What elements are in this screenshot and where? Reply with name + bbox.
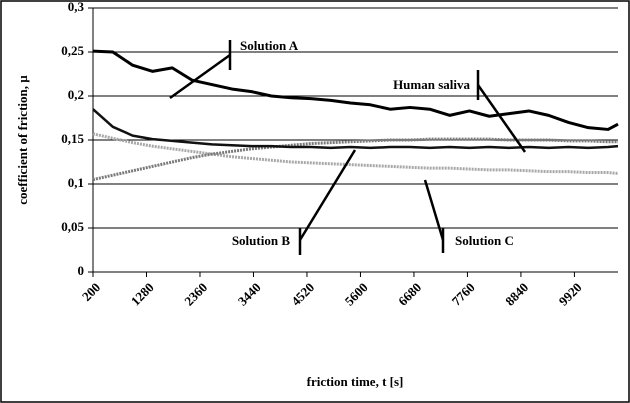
annotation: Solution C xyxy=(455,233,514,248)
y-axis-label: coefficient of friction, µ xyxy=(15,75,30,205)
y-tick-label: 0 xyxy=(78,263,85,278)
y-tick-label: 0,1 xyxy=(68,175,84,190)
y-tick-label: 0,2 xyxy=(68,87,84,102)
series-line xyxy=(92,49,619,131)
annotation: Solution A xyxy=(240,38,299,53)
y-tick-label: 0,25 xyxy=(61,43,84,58)
annotation-leader xyxy=(169,53,231,100)
annotation-leader xyxy=(423,179,445,241)
y-tick-label: 0,15 xyxy=(61,131,84,146)
series-line xyxy=(92,132,619,175)
y-tick-label: 0,3 xyxy=(68,0,85,14)
x-axis-label: friction time, t [s] xyxy=(307,374,404,389)
series-line xyxy=(92,137,618,182)
annotation: Solution B xyxy=(232,233,290,248)
y-tick-label: 0,05 xyxy=(61,219,84,234)
series-line xyxy=(92,108,619,150)
annotation: Human saliva xyxy=(393,77,470,92)
annotation-leader xyxy=(298,149,357,241)
annotation-leader xyxy=(476,84,527,153)
